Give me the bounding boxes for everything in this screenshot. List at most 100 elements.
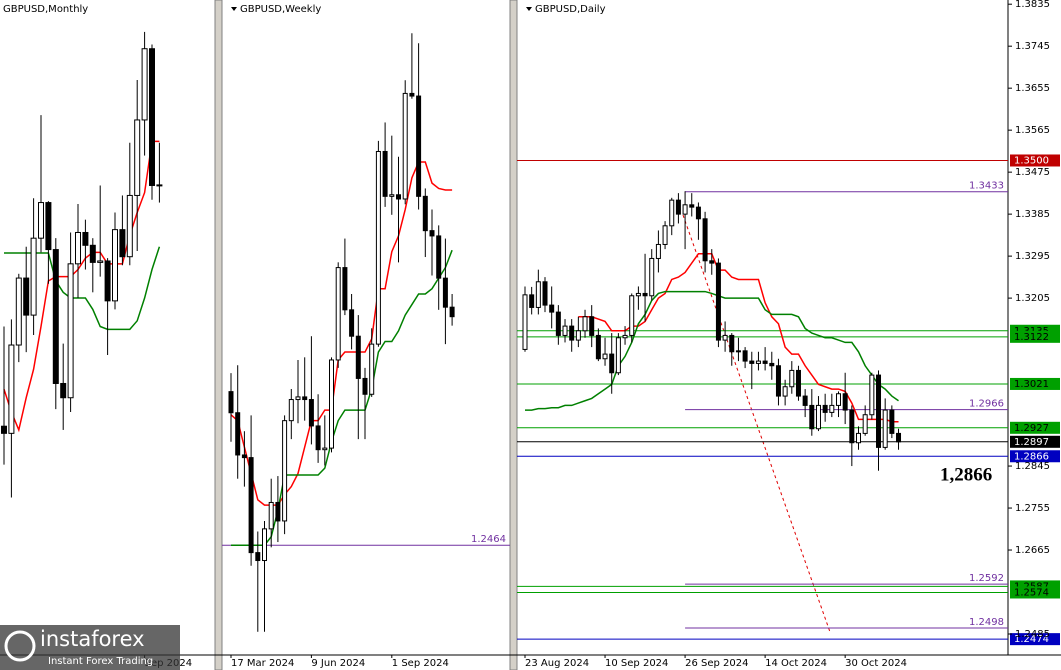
candle-body [602,353,608,360]
candle-body [549,304,555,313]
candle-body [409,92,415,97]
candle-body [649,257,655,297]
level-box [1010,435,1060,448]
candle-body [329,359,334,449]
candle-body [248,457,254,554]
candle-body [829,404,835,413]
watermark-tagline: Instant Forex Trading [48,656,153,667]
candle-body [789,369,795,388]
candle-body [582,316,588,332]
watermark: instaforex Instant Forex Trading [0,625,180,670]
candle-body [308,399,314,427]
x-tick-label: 10 Sep 2024 [605,658,668,669]
candle-body [302,396,308,401]
level-box [1010,633,1060,646]
watermark-name: instaforex [40,627,145,651]
candle-body [802,395,808,406]
candle-body [689,204,695,208]
candle-body [562,325,568,336]
level-box [1010,377,1060,390]
level-label: 1.2592 [969,573,1004,584]
candle-body [682,204,688,215]
candle-body [575,330,581,341]
level-box-label: 1.2927 [1014,423,1049,434]
indicator-line [231,249,453,546]
candle-body [535,281,541,308]
candle-body [896,432,902,443]
candle-body [795,369,801,397]
candle-body [735,350,741,353]
y-tick-label: 1.2755 [1015,503,1050,514]
candle-body [97,260,104,263]
candle-body [815,404,821,430]
candle-body [322,447,328,451]
level-box [1010,450,1060,463]
candle-body [436,235,442,279]
candle-body [235,412,241,456]
chart-title: GBPUSD,Daily [535,4,606,15]
x-tick-label: 14 Oct 2024 [765,658,827,669]
chart-title: GBPUSD,Monthly [3,4,88,15]
candle-body [782,386,788,397]
menu-icon [526,7,532,11]
candle-body [295,396,301,401]
candle-body [842,393,848,411]
candle-body [45,202,52,251]
x-tick-label: 9 Jun 2024 [311,658,365,669]
candle-body [862,414,868,434]
candle-body [609,353,615,374]
candle-body [30,237,37,316]
candle-body [355,335,361,379]
candle-body [268,501,274,530]
candle-body [282,420,288,522]
level-box [1010,421,1060,434]
candle-body [755,360,761,364]
candle-body [349,309,355,337]
candle-body [882,409,888,448]
candle-body [876,374,882,448]
annotation: 1,2866 [940,464,992,485]
candle-body [569,325,575,341]
level-box-label: 1.2866 [1014,451,1049,462]
candle-body [749,360,755,364]
candle-body [38,202,44,239]
candle-body [262,528,267,562]
candle-body [729,334,735,353]
candle-body [228,391,234,414]
candle-body [722,334,728,341]
indicator-line [4,246,161,331]
candle-body [715,262,721,341]
candle-body [275,501,281,522]
candle-body [422,195,428,232]
candle-body [396,194,401,200]
y-tick-label: 1.2845 [1015,461,1050,472]
candle-body [889,409,895,434]
level-box-label: 1.3122 [1014,332,1049,343]
level-box-label: 1.3021 [1014,379,1049,390]
candle-body [542,281,548,306]
x-tick-label: 17 Mar 2024 [231,658,294,669]
candle-body [615,337,621,374]
candle-body [126,194,133,258]
candle-body [769,362,775,367]
candle-body [141,48,148,121]
level-box-label: 1.2897 [1014,437,1049,448]
candle-body [112,229,118,302]
candle-body [67,263,74,399]
panel-separator [214,0,223,670]
candle-body [362,377,368,395]
candle-body [416,95,422,197]
level-label: 1.2498 [969,617,1004,628]
candle-body [835,393,841,406]
logo-icon [4,630,36,662]
candle-body [288,399,294,422]
candle-body [389,194,395,197]
candle-body [522,294,528,350]
candle-body [702,218,708,262]
level-label: 1.2464 [471,534,506,545]
candle-body [669,199,675,227]
candle-body [15,277,22,346]
y-tick-label: 1.3475 [1015,167,1050,178]
y-tick-label: 1.3205 [1015,293,1050,304]
